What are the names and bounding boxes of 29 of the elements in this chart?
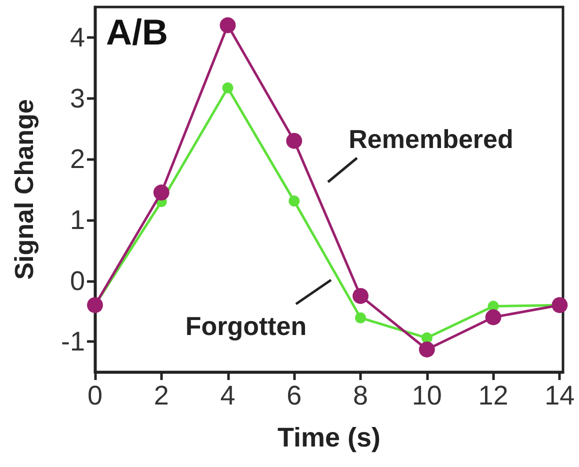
point — [153, 184, 170, 201]
x-tick-label: 8 — [353, 380, 368, 410]
point — [220, 17, 236, 34]
y-tick-label: -1 — [60, 326, 85, 357]
point — [552, 297, 568, 314]
point — [286, 132, 302, 149]
y-tick-label: 2 — [70, 144, 85, 174]
chart-title: A/B — [106, 12, 168, 52]
point — [288, 196, 300, 207]
x-tick-label: 6 — [286, 380, 302, 410]
x-tick-label: 2 — [154, 380, 169, 410]
x-tick-label: 4 — [220, 380, 236, 410]
y-tick-label: 4 — [70, 22, 85, 52]
x-tick-label: 14 — [544, 380, 575, 410]
point — [485, 309, 502, 326]
series-label: Forgotten — [185, 311, 307, 341]
y-tick-label: 0 — [70, 266, 85, 296]
point — [87, 297, 103, 314]
x-tick-label: 12 — [478, 380, 508, 410]
point — [352, 288, 369, 304]
series-label: Remembered — [348, 124, 514, 154]
point — [222, 82, 234, 94]
y-tick-label: 1 — [70, 204, 85, 235]
point — [418, 341, 435, 358]
point — [355, 312, 366, 324]
x-tick-label: 10 — [412, 380, 442, 410]
x-axis-title: Time (s) — [277, 422, 381, 452]
y-axis-title: Signal Change — [9, 99, 39, 280]
y-tick-label: 3 — [70, 83, 85, 114]
